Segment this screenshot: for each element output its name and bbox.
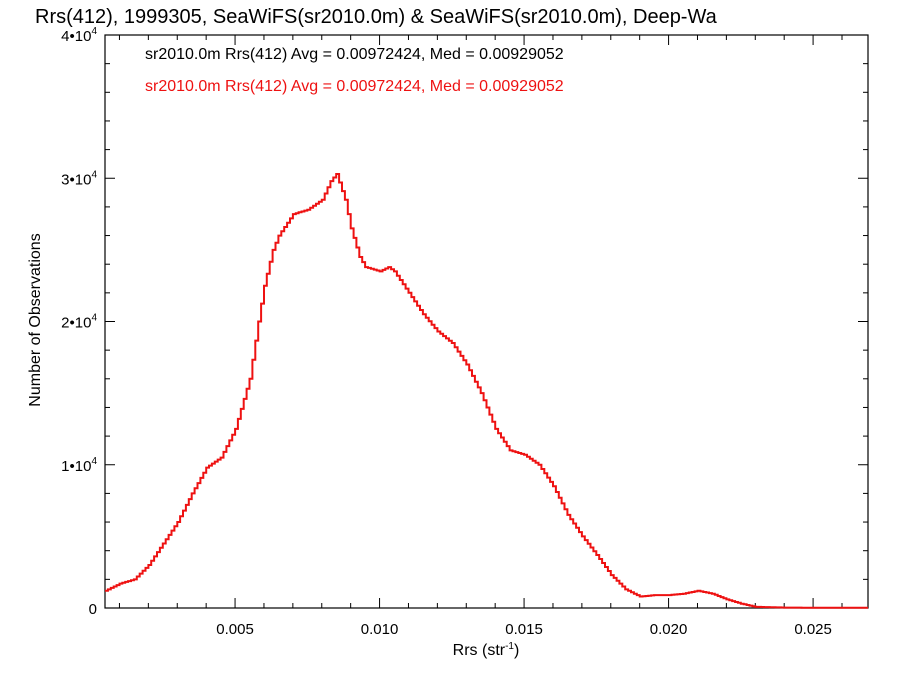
y-tick-label: 2•104 xyxy=(61,313,97,332)
x-tick-label: 0.025 xyxy=(794,621,832,638)
x-tick-label: 0.005 xyxy=(216,621,254,638)
x-axis-label: Rrs (str-1) xyxy=(453,641,520,659)
histogram-series-line xyxy=(105,173,868,609)
y-axis-ticks: 0 1•104 2•104 3•104 4•104 xyxy=(61,26,868,618)
x-tick-label: 0.020 xyxy=(650,621,688,638)
x-tick-label: 0.010 xyxy=(361,621,399,638)
y-tick-label: 0 xyxy=(89,601,97,618)
x-axis-ticks: 0.005 0.010 0.015 0.020 0.025 xyxy=(118,35,843,638)
legend-entry-black: sr2010.0m Rrs(412) Avg = 0.00972424, Med… xyxy=(145,46,564,63)
plot-frame xyxy=(104,34,869,609)
legend: sr2010.0m Rrs(412) Avg = 0.00972424, Med… xyxy=(145,46,564,95)
y-tick-label: 1•104 xyxy=(61,456,97,475)
chart-title: Rrs(412), 1999305, SeaWiFS(sr2010.0m) & … xyxy=(35,6,718,28)
legend-entry-red: sr2010.0m Rrs(412) Avg = 0.00972424, Med… xyxy=(145,78,564,95)
y-tick-label: 4•104 xyxy=(61,26,97,45)
series-group xyxy=(105,173,868,609)
y-tick-label: 3•104 xyxy=(61,169,97,188)
x-tick-label: 0.015 xyxy=(505,621,543,638)
y-axis-label: Number of Observations xyxy=(27,233,44,406)
